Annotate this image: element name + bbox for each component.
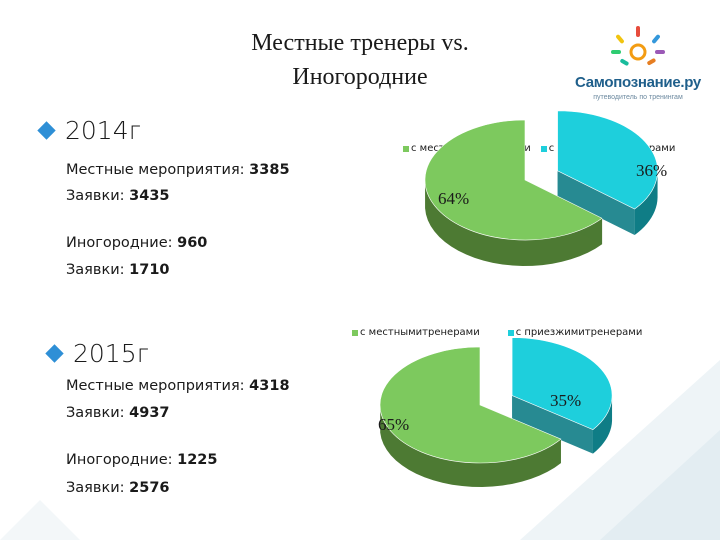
local-events-2015: Местные мероприятия: 4318: [66, 378, 290, 394]
page-title: Местные тренеры vs. Иногородние: [160, 26, 560, 94]
visiting-events-2015: Иногородние: 1225: [66, 452, 218, 468]
data-label-local: 65%: [378, 415, 409, 434]
pie-radial-wall: [512, 395, 593, 454]
pie-side-wall: [634, 171, 658, 236]
year-heading-2015: 2015г: [45, 339, 149, 368]
year-label: 2015г: [73, 339, 149, 368]
pie-side-wall: [380, 408, 561, 487]
pie-side-wall: [592, 396, 613, 454]
stat-label: Иногородние: [66, 235, 168, 251]
legend-swatch: [403, 145, 409, 152]
stat-label: Заявки: [66, 405, 120, 421]
stat-value: 4937: [129, 405, 170, 421]
data-label-local: 64%: [438, 189, 469, 208]
pie-slice-local: [379, 346, 562, 464]
logo: Самопознание.ру путеводитель по тренинга…: [568, 22, 708, 108]
legend-label: с приезжимитренерами: [515, 327, 643, 338]
stat-label: Заявки: [66, 188, 120, 204]
pie-slice-local: [424, 119, 603, 241]
chart-legend-2015: с местнымитренерами с приезжимитренерами: [352, 327, 642, 338]
year-label: 2014г: [65, 116, 141, 145]
logo-name: Самопознание.ру: [575, 74, 701, 91]
pie-side-wall: [425, 182, 603, 266]
legend-item-local: с местнымитренерами: [352, 327, 480, 338]
sun-logo-icon: [611, 26, 665, 66]
stat-value: 2576: [129, 480, 170, 496]
visiting-applications-2015: Заявки: 2576: [66, 480, 170, 496]
visiting-events-2014: Иногородние: 960: [66, 235, 208, 251]
pie-slice-visiting: [511, 337, 613, 430]
visiting-applications-2014: Заявки: 1710: [66, 262, 170, 278]
pie-slice-visiting: [557, 110, 658, 210]
data-label-visiting: 35%: [550, 391, 581, 410]
legend-label: с местнымитренерами: [360, 327, 480, 338]
stat-value: 4318: [249, 378, 290, 394]
legend-swatch: [507, 329, 514, 336]
stat-label: Иногородние: [66, 452, 168, 468]
pie-radial-wall: [557, 170, 635, 236]
stat-value: 1225: [177, 452, 218, 468]
legend-swatch: [352, 329, 358, 336]
stat-value: 1710: [129, 262, 170, 278]
title-line-2: Иногородние: [292, 64, 428, 90]
stat-label: Заявки: [66, 480, 120, 496]
legend-swatch: [540, 145, 547, 152]
data-label-visiting: 36%: [636, 161, 667, 180]
local-events-2014: Местные мероприятия: 3385: [66, 162, 290, 178]
legend-item-visiting: с приезжимитренерами: [507, 327, 643, 338]
stat-label: Местные мероприятия: [66, 378, 240, 394]
stat-value: 3435: [129, 188, 170, 204]
local-applications-2014: Заявки: 3435: [66, 188, 170, 204]
stat-value: 3385: [249, 162, 290, 178]
stat-label: Заявки: [66, 262, 120, 278]
stat-value: 960: [177, 235, 208, 251]
year-heading-2014: 2014г: [37, 116, 141, 145]
stat-label: Местные мероприятия: [66, 162, 240, 178]
title-line-1: Местные тренеры vs.: [251, 30, 469, 56]
logo-tagline: путеводитель по тренингам: [593, 94, 683, 101]
local-applications-2015: Заявки: 4937: [66, 405, 170, 421]
